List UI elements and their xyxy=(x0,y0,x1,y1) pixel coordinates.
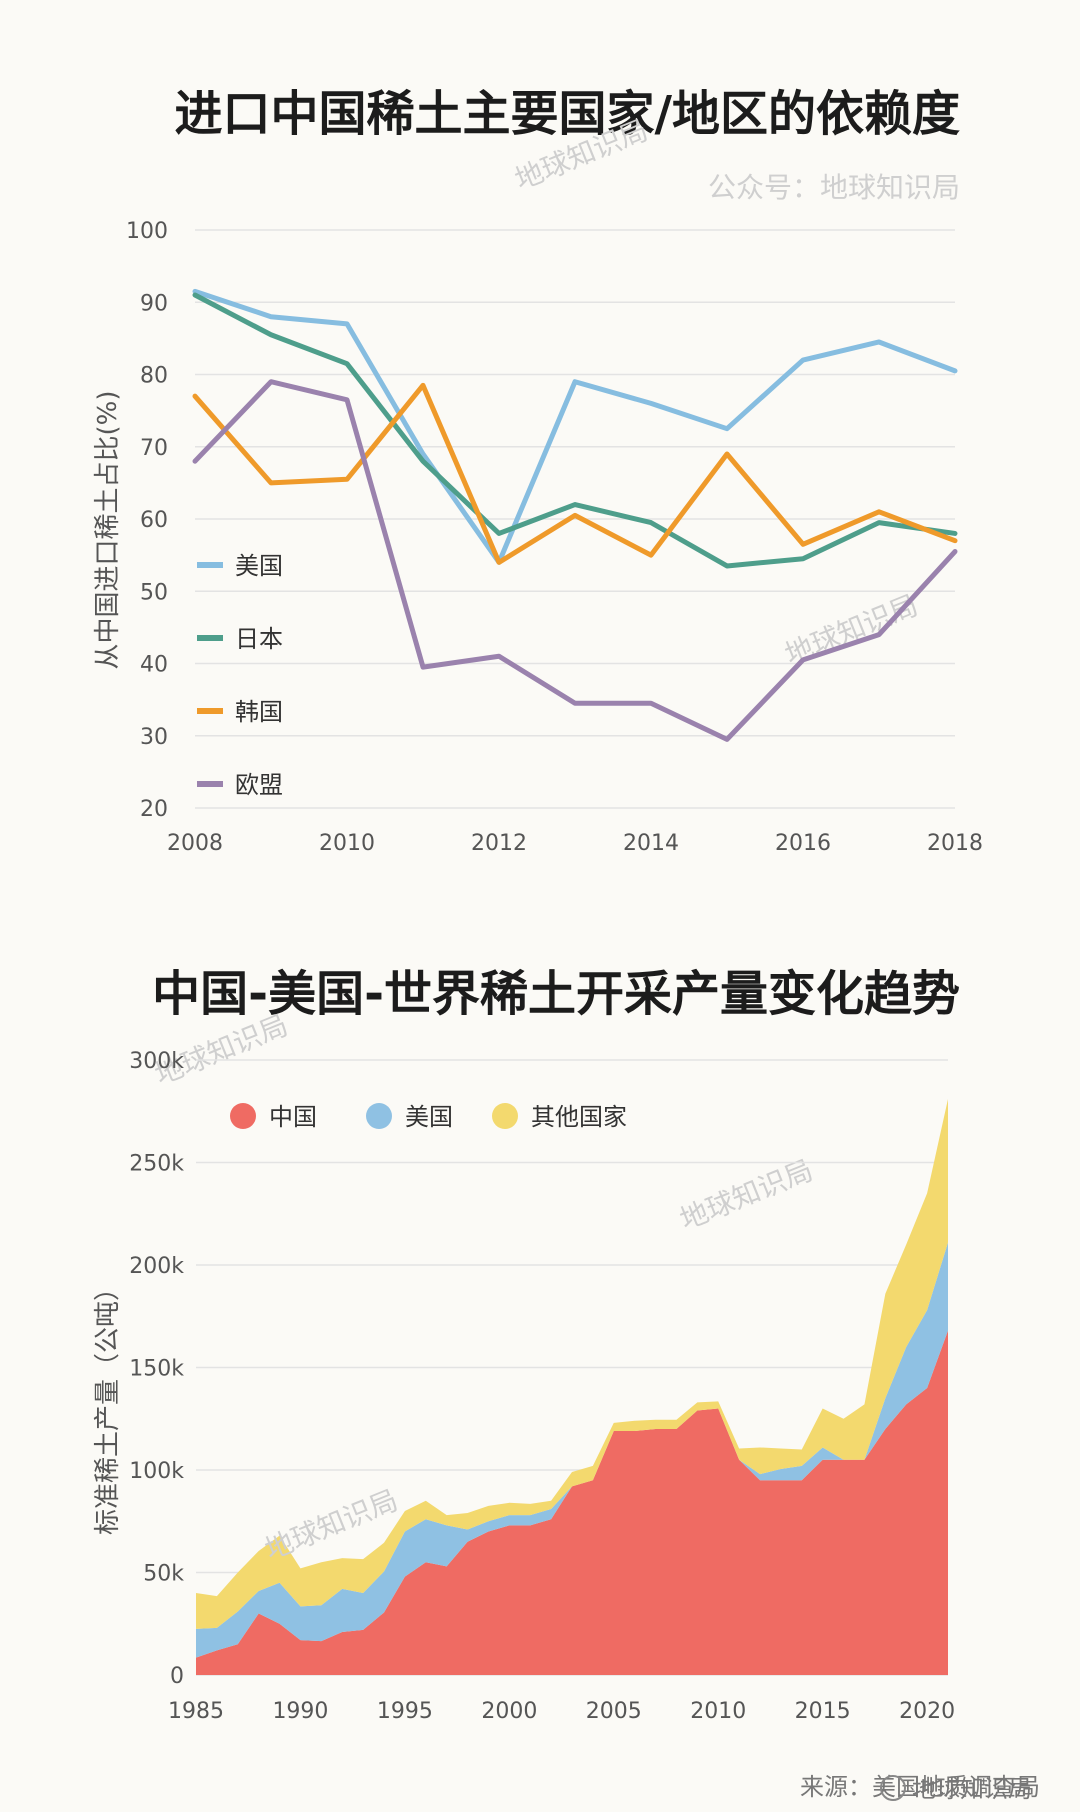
series-area-1 xyxy=(196,1242,948,1658)
y-tick-label: 30 xyxy=(140,725,168,750)
series-line-3 xyxy=(192,379,958,742)
x-tick-label: 1990 xyxy=(272,1699,328,1724)
line-chart-y-ticks: 20 30 40 50 60 70 80 90 100 xyxy=(126,219,168,822)
legend-label: 欧盟 xyxy=(235,771,283,799)
x-tick-label: 2015 xyxy=(795,1699,851,1724)
y-tick-label: 100 xyxy=(126,219,168,244)
legend-label: 美国 xyxy=(235,552,283,580)
x-tick-label: 2005 xyxy=(586,1699,642,1724)
watermark-text: 地球知识局 xyxy=(675,1153,817,1236)
brand-name: 地球知识局 xyxy=(912,1775,1032,1803)
series-line-0 xyxy=(192,288,958,565)
legend-label: 日本 xyxy=(235,625,283,653)
area-chart-series xyxy=(196,1098,948,1675)
legend-label: 中国 xyxy=(269,1103,317,1131)
wechat-icon xyxy=(880,1775,906,1801)
x-tick-label: 1985 xyxy=(168,1699,224,1724)
source-note: 来源：美国地质调查局 xyxy=(800,1773,1040,1801)
line-chart-gridlines xyxy=(195,229,955,809)
x-tick-label: 2012 xyxy=(471,831,527,856)
y-tick-label: 20 xyxy=(140,797,168,822)
legend-swatch xyxy=(230,1103,256,1129)
legend-swatch xyxy=(492,1103,518,1129)
line-chart-series xyxy=(192,288,958,742)
area-chart-legend: 中国 美国 其他国家 xyxy=(230,1103,627,1131)
y-tick-label: 40 xyxy=(140,653,168,678)
y-tick-label: 300k xyxy=(129,1049,184,1074)
line-chart-y-axis-label: 从中国进口稀土占比(%) xyxy=(93,391,123,670)
brand-badge: 地球知识局 xyxy=(880,1775,1032,1803)
line-chart-subtitle: 公众号：地球知识局 xyxy=(708,171,960,204)
line-chart: 进口中国稀土主要国家/地区的依赖度 公众号：地球知识局 地球知识局 地球知识局 … xyxy=(93,86,983,856)
y-tick-label: 60 xyxy=(140,508,168,533)
series-line-2 xyxy=(192,382,958,565)
x-tick-label: 2008 xyxy=(167,831,223,856)
x-tick-label: 2014 xyxy=(623,831,679,856)
y-tick-label: 200k xyxy=(129,1254,184,1279)
x-tick-label: 1995 xyxy=(377,1699,433,1724)
y-tick-label: 0 xyxy=(170,1664,184,1689)
y-tick-label: 50 xyxy=(140,580,168,605)
x-tick-label: 2020 xyxy=(899,1699,955,1724)
legend-label: 美国 xyxy=(405,1103,453,1131)
y-tick-label: 150k xyxy=(129,1357,184,1382)
legend-label: 其他国家 xyxy=(531,1103,627,1131)
series-area-2 xyxy=(196,1098,948,1629)
area-chart-y-axis-label: 标准稀土产量（公吨） xyxy=(93,1275,123,1535)
legend-swatch xyxy=(366,1103,392,1129)
y-tick-label: 90 xyxy=(140,291,168,316)
x-tick-label: 2018 xyxy=(927,831,983,856)
series-line-1 xyxy=(192,292,958,569)
series-area-0 xyxy=(196,1330,948,1675)
area-chart-y-ticks: 0 50k 100k 150k 200k 250k 300k xyxy=(129,1049,184,1689)
area-chart-x-ticks: 1985 1990 1995 2000 2005 2010 2015 2020 xyxy=(168,1699,955,1724)
line-chart-title: 进口中国稀土主要国家/地区的依赖度 xyxy=(174,86,960,142)
legend-label: 韩国 xyxy=(235,698,283,726)
y-tick-label: 80 xyxy=(140,364,168,389)
x-tick-label: 2010 xyxy=(690,1699,746,1724)
x-tick-label: 2010 xyxy=(319,831,375,856)
y-tick-label: 70 xyxy=(140,436,168,461)
area-chart: 中国-美国-世界稀土开采产量变化趋势 地球知识局 地球知识局 050k100k1… xyxy=(93,966,960,1724)
line-chart-x-ticks: 2008 2010 2012 2014 2016 2018 xyxy=(167,831,983,856)
area-chart-title: 中国-美国-世界稀土开采产量变化趋势 xyxy=(152,966,960,1022)
x-tick-label: 2000 xyxy=(481,1699,537,1724)
y-tick-label: 50k xyxy=(143,1562,184,1587)
y-tick-label: 250k xyxy=(129,1152,184,1177)
y-tick-label: 100k xyxy=(129,1459,184,1484)
x-tick-label: 2016 xyxy=(775,831,831,856)
